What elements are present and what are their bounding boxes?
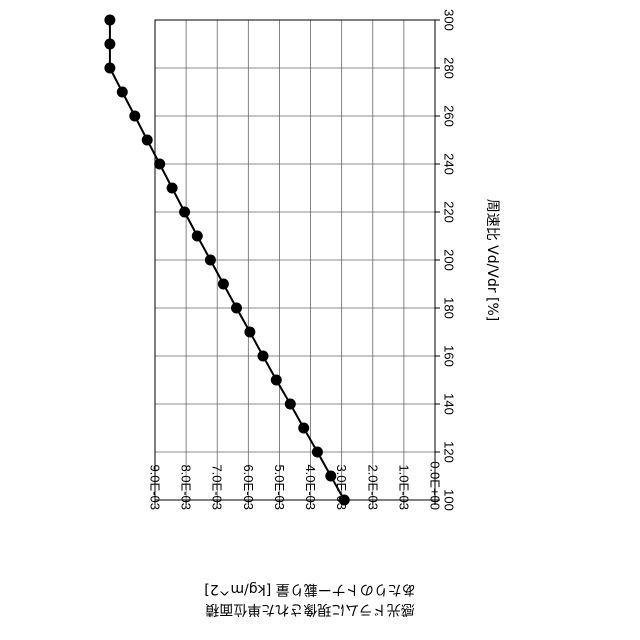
y-tick-label: 1.0E-03 — [396, 464, 411, 510]
x-tick-label: 220 — [442, 201, 457, 223]
data-point — [285, 399, 296, 410]
data-point — [258, 351, 269, 362]
x-tick-label: 180 — [442, 297, 457, 319]
x-tick-labels: 100 120 140 160 180 200 220 240 260 280 300 — [442, 9, 457, 511]
y-tick-label: 6.0E-03 — [241, 464, 256, 510]
data-point — [231, 303, 242, 314]
x-tick-label: 160 — [442, 345, 457, 367]
x-tick-label: 260 — [442, 105, 457, 127]
x-tick-label: 140 — [442, 393, 457, 415]
x-tick-label: 280 — [442, 57, 457, 79]
data-point — [218, 279, 229, 290]
y-tick-label: 9.0E-03 — [148, 464, 163, 510]
data-point — [117, 87, 128, 98]
x-tick-label: 240 — [442, 153, 457, 175]
y-axis-label-line-1: 感光ドラムに現像された単位面積 — [205, 601, 415, 618]
y-tick-label: 4.0E-03 — [303, 464, 318, 510]
data-point — [192, 231, 203, 242]
y-tick-label: 8.0E-03 — [179, 464, 194, 510]
x-tick-label: 100 — [442, 489, 457, 511]
data-point — [312, 447, 323, 458]
y-tick-label: 5.0E-03 — [272, 464, 287, 510]
data-point — [244, 327, 255, 338]
data-point — [298, 423, 309, 434]
x-axis-label: 周速比 Vd/Vdr [%] — [484, 199, 500, 322]
y-tick-label: 7.0E-03 — [210, 464, 225, 510]
y-tick-label: 0.0E+00 — [428, 461, 443, 510]
data-point — [142, 135, 153, 146]
data-point — [167, 183, 178, 194]
data-point — [154, 159, 165, 170]
x-tick-label: 300 — [442, 9, 457, 31]
data-point — [104, 15, 115, 26]
data-point — [271, 375, 282, 386]
x-tick-label: 120 — [442, 441, 457, 463]
data-point — [104, 39, 115, 50]
data-point — [205, 255, 216, 266]
data-point — [179, 207, 190, 218]
x-tick-label: 200 — [442, 249, 457, 271]
y-axis-label-line-2: あたりのトナー載り量 [kg/m^2] — [204, 581, 415, 597]
y-tick-label: 3.0E-03 — [334, 464, 349, 510]
y-tick-label: 2.0E-03 — [365, 464, 380, 510]
data-point — [104, 63, 115, 74]
data-point — [129, 111, 140, 122]
